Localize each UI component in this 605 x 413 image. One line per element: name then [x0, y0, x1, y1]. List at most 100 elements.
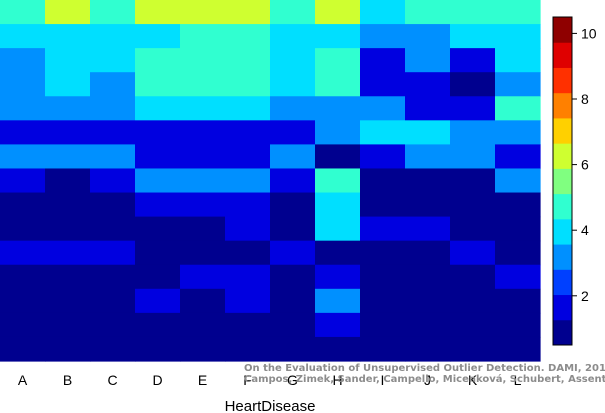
- heatmap-cell-E-12: [180, 264, 226, 290]
- heatmap-cell-C-14: [90, 312, 136, 338]
- heatmap-cell-I-7: [360, 144, 406, 170]
- heatmap-cell-F-2: [225, 24, 271, 49]
- heatmap-cell-L-4: [495, 72, 541, 97]
- heatmap-cell-F-11: [225, 240, 271, 266]
- heatmap-cell-D-6: [135, 120, 181, 145]
- colorbar-segment: [553, 42, 572, 68]
- heatmap-cell-H-5: [315, 96, 361, 121]
- heatmap-cell-F-10: [225, 216, 271, 242]
- heatmap-cell-L-11: [495, 240, 541, 266]
- heatmap-cell-L-8: [495, 168, 541, 194]
- heatmap-cell-E-8: [180, 168, 226, 194]
- heatmap-cell-G-9: [270, 192, 316, 218]
- heatmap-cell-K-8: [450, 168, 496, 194]
- heatmap-cell-H-1: [315, 0, 361, 25]
- x-tick-label-C: C: [107, 372, 117, 388]
- heatmap-cell-D-1: [135, 0, 181, 25]
- heatmap-cell-H-6: [315, 120, 361, 145]
- heatmap-cell-C-5: [90, 96, 136, 121]
- heatmap-cell-K-12: [450, 264, 496, 290]
- heatmap-cell-L-7: [495, 144, 541, 170]
- heatmap-cell-B-11: [45, 240, 91, 266]
- heatmap-cell-D-5: [135, 96, 181, 121]
- heatmap-cell-L-15: [495, 336, 541, 362]
- heatmap-cell-F-3: [225, 48, 271, 73]
- credit-line-1: On the Evaluation of Unsupervised Outlie…: [244, 363, 605, 374]
- heatmap-cell-C-8: [90, 168, 136, 194]
- heatmap-cell-E-7: [180, 144, 226, 170]
- heatmap-cell-K-10: [450, 216, 496, 242]
- heatmap-cell-E-13: [180, 288, 226, 314]
- heatmap-cells: [0, 0, 541, 362]
- heatmap-cell-B-7: [45, 144, 91, 170]
- colorbar-segment: [553, 244, 572, 270]
- heatmap-cell-C-15: [90, 336, 136, 362]
- heatmap-cell-C-13: [90, 288, 136, 314]
- heatmap-cell-L-5: [495, 96, 541, 121]
- heatmap-cell-F-1: [225, 0, 271, 25]
- heatmap-cell-F-9: [225, 192, 271, 218]
- heatmap-cell-E-3: [180, 48, 226, 73]
- heatmap-cell-D-12: [135, 264, 181, 290]
- heatmap-cell-I-15: [360, 336, 406, 362]
- heatmap-cell-C-1: [90, 0, 136, 25]
- heatmap-cell-C-4: [90, 72, 136, 97]
- x-tick-label-F: F: [243, 372, 252, 388]
- heatmap-cell-A-10: [0, 216, 46, 242]
- heatmap-cell-E-9: [180, 192, 226, 218]
- heatmap-cell-A-1: [0, 0, 46, 25]
- heatmap-cell-H-14: [315, 312, 361, 338]
- colorbar-tick-label-2: 2: [581, 288, 589, 304]
- colorbar-tick-label-8: 8: [581, 91, 589, 107]
- heatmap-cell-I-1: [360, 0, 406, 25]
- heatmap-cell-G-11: [270, 240, 316, 266]
- heatmap-cell-E-10: [180, 216, 226, 242]
- heatmap-cell-J-10: [405, 216, 451, 242]
- heatmap-cell-J-2: [405, 24, 451, 49]
- heatmap-cell-F-4: [225, 72, 271, 97]
- heatmap-cell-H-13: [315, 288, 361, 314]
- colorbar-tick-label-4: 4: [581, 222, 589, 238]
- heatmap-cell-C-6: [90, 120, 136, 145]
- heatmap-cell-H-3: [315, 48, 361, 73]
- heatmap-cell-I-4: [360, 72, 406, 97]
- heatmap-cell-B-15: [45, 336, 91, 362]
- heatmap-cell-I-14: [360, 312, 406, 338]
- heatmap-cell-E-4: [180, 72, 226, 97]
- heatmap-cell-D-8: [135, 168, 181, 194]
- heatmap-cell-I-8: [360, 168, 406, 194]
- heatmap-cell-A-2: [0, 24, 46, 49]
- heatmap-cell-B-10: [45, 216, 91, 242]
- heatmap-cell-A-5: [0, 96, 46, 121]
- heatmap-cell-E-5: [180, 96, 226, 121]
- heatmap-cell-F-8: [225, 168, 271, 194]
- heatmap-cell-D-14: [135, 312, 181, 338]
- heatmap-cell-K-15: [450, 336, 496, 362]
- heatmap-cell-F-14: [225, 312, 271, 338]
- heatmap-cell-G-10: [270, 216, 316, 242]
- heatmap-cell-E-1: [180, 0, 226, 25]
- heatmap-cell-C-11: [90, 240, 136, 266]
- heatmap-cell-F-15: [225, 336, 271, 362]
- x-tick-label-J: J: [424, 372, 431, 388]
- heatmap-cell-B-13: [45, 288, 91, 314]
- heatmap-cell-I-13: [360, 288, 406, 314]
- x-tick-label-E: E: [198, 372, 207, 388]
- heatmap-cell-L-2: [495, 24, 541, 49]
- heatmap-cell-F-12: [225, 264, 271, 290]
- heatmap-cell-G-5: [270, 96, 316, 121]
- heatmap-cell-C-7: [90, 144, 136, 170]
- heatmap-cell-H-4: [315, 72, 361, 97]
- colorbar-segment: [553, 269, 572, 296]
- heatmap-cell-C-3: [90, 48, 136, 73]
- colorbar-segment: [553, 168, 572, 195]
- heatmap-cell-L-12: [495, 264, 541, 290]
- heatmap-cell-E-14: [180, 312, 226, 338]
- heatmap-cell-D-9: [135, 192, 181, 218]
- heatmap-cell-D-10: [135, 216, 181, 242]
- heatmap-cell-K-4: [450, 72, 496, 97]
- colorbar-segment: [553, 294, 572, 321]
- heatmap-cell-K-5: [450, 96, 496, 121]
- heatmap-cell-A-15: [0, 336, 46, 362]
- heatmap-cell-J-6: [405, 120, 451, 145]
